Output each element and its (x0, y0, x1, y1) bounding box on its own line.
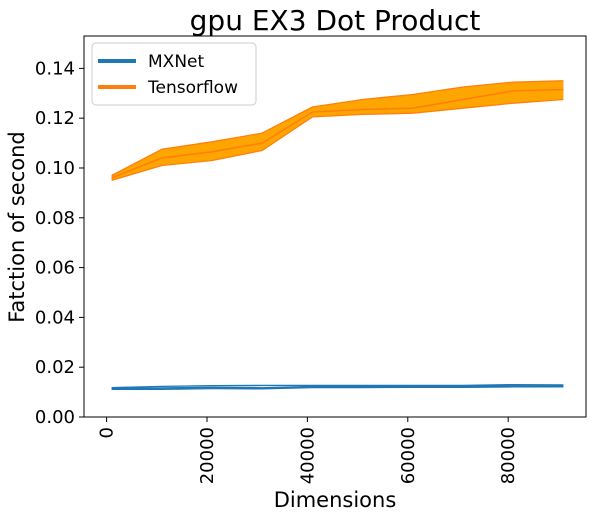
y-axis-ticks: 0.00 0.02 0.04 0.06 0.08 0.10 0.12 0.14 (35, 58, 84, 428)
y-tick-label: 0.12 (35, 108, 75, 129)
series-lines (111, 80, 564, 391)
y-tick-label: 0.08 (35, 208, 75, 229)
tensorflow-mean-line (111, 88, 564, 179)
x-tick-label: 80000 (498, 427, 519, 484)
plot-frame (83, 35, 587, 418)
tensorflow-legend-label: Tensorflow (147, 78, 238, 98)
tensorflow-band (111, 80, 564, 181)
y-tick-label: 0.14 (35, 58, 75, 79)
y-tick-label: 0.04 (35, 307, 75, 328)
x-axis-ticks: 0 20000 40000 60000 80000 (97, 417, 519, 484)
y-tick-label: 0.00 (35, 407, 75, 428)
mxnet-mean-line (111, 385, 564, 390)
y-tick-label: 0.06 (35, 258, 75, 279)
confidence-bands (111, 80, 564, 390)
x-tick-label: 60000 (398, 427, 419, 484)
x-tick-label: 40000 (297, 427, 318, 484)
legend: MXNet Tensorflow (91, 42, 257, 106)
mxnet-legend-label: MXNet (148, 52, 204, 72)
legend-box (91, 42, 257, 106)
tensorflow-upper-line (111, 80, 564, 177)
mxnet-lower-line (111, 386, 564, 391)
x-axis-label: Dimensions (274, 488, 397, 512)
x-tick-label: 0 (97, 427, 118, 438)
mxnet-upper-line (111, 383, 564, 389)
y-tick-label: 0.02 (35, 357, 75, 378)
chart-title: gpu EX3 Dot Product (190, 4, 481, 37)
tensorflow-lower-line (111, 98, 564, 182)
x-tick-label: 20000 (197, 427, 218, 484)
y-axis-label: Fatction of second (5, 131, 29, 323)
y-tick-label: 0.10 (35, 158, 75, 179)
